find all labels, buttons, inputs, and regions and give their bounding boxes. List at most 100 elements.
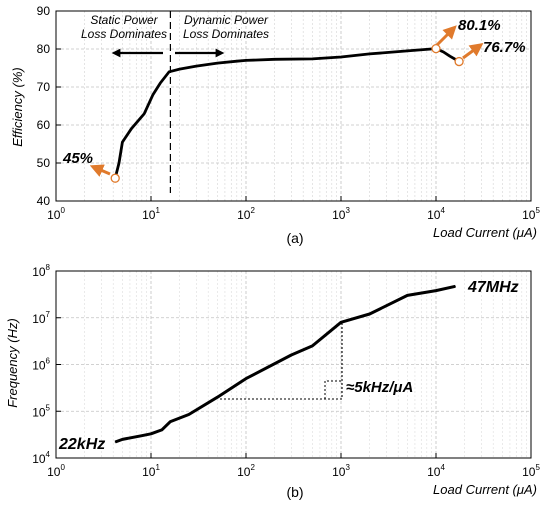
region-label-dynamic-line2: Loss Dominates <box>183 27 269 41</box>
arrow-76pct <box>462 43 484 60</box>
series-points <box>114 285 456 443</box>
x-axis-label: Load Current (μA) <box>433 225 537 240</box>
x-tick-label: 100 <box>47 206 65 222</box>
marker-80pct <box>431 43 441 54</box>
data-point <box>449 55 451 57</box>
data-point <box>152 94 154 96</box>
data-point <box>216 62 218 64</box>
data-point <box>188 414 190 415</box>
data-point <box>290 354 292 356</box>
y-tick-label: 50 <box>37 156 51 170</box>
y-tick-label: 104 <box>32 450 50 466</box>
data-point <box>369 313 371 315</box>
y-tick-label: 60 <box>37 118 51 132</box>
x-tick-label: 102 <box>237 206 255 222</box>
chart-frequency: 100 101 102 103 104 105 104 105 106 107 108 ≈5kHz… <box>5 263 540 500</box>
data-point <box>150 433 152 435</box>
marker-76pct <box>454 56 464 67</box>
x-tick-label: 101 <box>142 463 160 479</box>
data-point <box>311 58 313 60</box>
region-label-static-line2: Loss Dominates <box>81 27 167 41</box>
x-tick-label: 104 <box>427 463 445 479</box>
y-tick-labels: 104 105 106 107 108 <box>32 263 50 466</box>
arrow-80pct <box>435 25 457 47</box>
data-point <box>130 128 132 130</box>
y-tick-label: 108 <box>32 263 50 279</box>
x-tick-label: 105 <box>522 463 540 479</box>
x-tick-label: 100 <box>47 463 65 479</box>
data-point <box>435 290 437 292</box>
data-point <box>340 321 342 323</box>
chart-efficiency: 100 101 102 103 104 105 40 50 60 70 80 90 Static P… <box>10 4 540 246</box>
data-point <box>245 59 247 61</box>
y-tick-label: 80 <box>37 42 51 56</box>
data-point <box>406 50 408 52</box>
region-label-static-line1: Static Power <box>90 13 158 27</box>
annotation-47mhz: 47MHz <box>467 279 519 296</box>
x-tick-labels: 100 101 102 103 104 105 <box>47 206 540 222</box>
x-tick-label: 102 <box>237 463 255 479</box>
x-axis-label: Load Current (μA) <box>433 482 537 497</box>
x-tick-label: 103 <box>332 463 350 479</box>
y-axis-label: Frequency (Hz) <box>5 318 20 408</box>
x-tick-label: 103 <box>332 206 350 222</box>
data-point <box>245 378 247 380</box>
slope-step <box>324 380 342 399</box>
data-point <box>118 162 120 164</box>
data-point <box>195 65 197 67</box>
region-label-dynamic: Dynamic Power Loss Dominates <box>183 13 269 41</box>
data-point <box>141 435 143 437</box>
axes-frame <box>55 10 532 202</box>
data-point <box>159 82 161 84</box>
data-point <box>311 345 313 347</box>
data-point <box>114 441 116 443</box>
y-tick-labels: 40 50 60 70 80 90 <box>37 4 51 208</box>
x-tick-label: 104 <box>427 206 445 222</box>
x-tick-label: 105 <box>522 206 540 222</box>
x-tick-labels: 100 101 102 103 104 105 <box>47 463 540 479</box>
data-point <box>121 438 123 440</box>
y-tick-label: 70 <box>37 80 51 94</box>
data-point <box>369 53 371 55</box>
data-point <box>340 56 342 58</box>
data-point <box>168 71 170 73</box>
data-point <box>236 60 238 62</box>
grid <box>56 271 531 458</box>
caption-b: (b) <box>286 484 303 500</box>
arrow-45pct <box>89 164 111 177</box>
caption-a: (a) <box>286 230 303 246</box>
region-label-static: Static Power Loss Dominates <box>81 13 167 41</box>
data-point <box>443 51 444 53</box>
data-point <box>406 294 408 296</box>
annotation-45pct: 45% <box>62 150 93 167</box>
data-point <box>216 396 218 398</box>
y-tick-label: 40 <box>37 194 51 208</box>
data-point <box>121 141 123 143</box>
slope-triangle <box>220 322 343 400</box>
annotation-80pct: 80.1% <box>458 17 501 34</box>
series-points <box>114 48 460 179</box>
data-point <box>143 113 145 115</box>
annotation-22khz: 22kHz <box>58 436 105 453</box>
y-tick-label: 106 <box>32 357 50 373</box>
data-point <box>161 429 163 431</box>
grid <box>56 11 531 201</box>
data-point <box>274 58 276 60</box>
data-point <box>179 68 181 70</box>
series-line-frequency <box>114 284 456 444</box>
data-point <box>169 421 171 423</box>
y-axis-label: Efficiency (%) <box>10 67 25 146</box>
y-tick-label: 105 <box>32 403 50 419</box>
axes-frame <box>55 270 532 459</box>
slope-label: ≈5kHz/μA <box>346 379 413 396</box>
x-tick-label: 101 <box>142 206 160 222</box>
series-line-efficiency <box>113 47 460 179</box>
marker-45pct <box>110 173 120 183</box>
plot-border <box>55 10 532 202</box>
data-point <box>454 285 456 287</box>
annotation-76pct: 76.7% <box>483 39 526 56</box>
y-tick-label: 107 <box>32 310 50 326</box>
region-label-dynamic-line1: Dynamic Power <box>184 13 269 27</box>
y-tick-label: 90 <box>37 4 51 18</box>
